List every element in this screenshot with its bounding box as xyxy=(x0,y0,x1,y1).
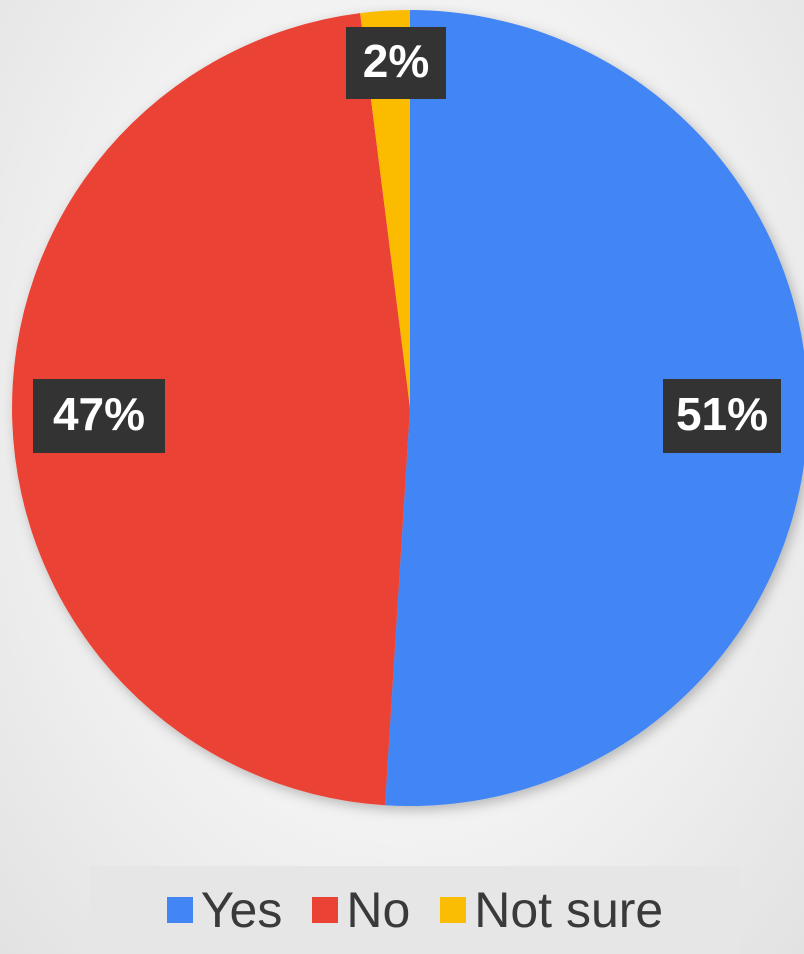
data-label-box xyxy=(33,379,165,453)
legend-swatch-not-sure xyxy=(440,897,467,923)
data-label-box xyxy=(663,379,781,453)
legend-item-no: No xyxy=(312,885,410,935)
data-label-no: 47% xyxy=(33,379,165,453)
data-label-yes: 51% xyxy=(663,379,781,453)
legend-swatch-yes xyxy=(166,897,193,923)
legend-item-yes: Yes xyxy=(166,882,283,938)
data-label-not-sure: 2% xyxy=(346,27,446,99)
pie-slices xyxy=(12,10,804,806)
data-label-text: 2% xyxy=(363,35,429,87)
data-label-text: 51% xyxy=(676,388,768,440)
pie-slice-no xyxy=(12,13,410,806)
pie-slice-not-sure xyxy=(360,10,410,408)
pie-slice-yes xyxy=(385,10,804,806)
legend-label-no: No xyxy=(346,882,411,938)
data-label-box xyxy=(346,27,446,99)
legend-swatch-no xyxy=(312,897,339,923)
pie-data-labels: 51% 47% 2% xyxy=(33,27,781,453)
legend-label-yes: Yes xyxy=(200,882,283,938)
legend-item-not-sure: Not sure xyxy=(440,885,663,935)
legend-label-not-sure: Not sure xyxy=(474,882,664,938)
data-label-text: 47% xyxy=(53,388,145,440)
legend: Yes No Not sure xyxy=(90,866,740,954)
